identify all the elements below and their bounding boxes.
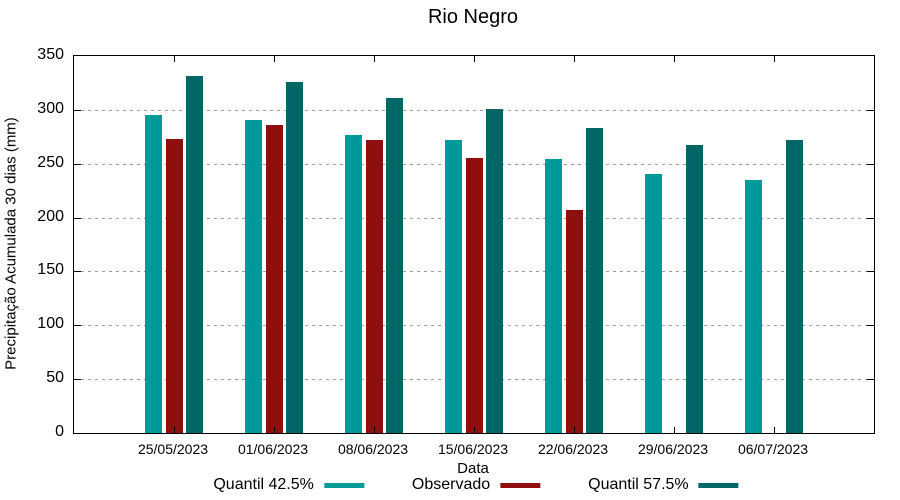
y-tick-mark <box>867 271 874 272</box>
x-tick-mark <box>274 56 275 62</box>
chart-bar <box>586 128 603 433</box>
chart-bar <box>445 140 462 433</box>
y-tick-label: 250 <box>37 153 64 171</box>
chart-bar <box>145 115 162 433</box>
y-tick-mark <box>74 325 81 326</box>
legend: Quantil 42.5% Observado Quantil 57.5% <box>213 476 739 494</box>
chart-bar <box>786 140 803 433</box>
y-tick-label: 300 <box>37 99 64 117</box>
x-tick-label: 15/06/2023 <box>437 441 509 457</box>
chart-title: Rio Negro <box>427 6 519 28</box>
x-tick-mark <box>674 427 675 433</box>
y-tick-mark <box>74 110 81 111</box>
y-axis-label: Precipitação Acumulada 30 dias (mm) <box>2 117 20 370</box>
y-tick-mark <box>867 164 874 165</box>
chart-bar <box>345 135 362 433</box>
x-tick-mark <box>474 56 475 62</box>
y-tick-mark <box>74 218 81 219</box>
y-tick-label: 100 <box>37 315 64 333</box>
y-tick-mark <box>74 164 81 165</box>
x-tick-label: 08/06/2023 <box>337 441 409 457</box>
x-tick-label: 22/06/2023 <box>537 441 609 457</box>
x-tick-mark <box>174 427 175 433</box>
x-tick-mark <box>374 427 375 433</box>
x-tick-mark <box>474 427 475 433</box>
y-tick-mark <box>867 379 874 380</box>
chart-bar <box>745 180 762 433</box>
x-tick-mark <box>674 56 675 62</box>
chart-bar <box>545 159 562 433</box>
chart-bar <box>286 82 303 433</box>
x-tick-mark <box>274 427 275 433</box>
x-tick-mark <box>774 56 775 62</box>
legend-item-quantil-425: Quantil 42.5% <box>213 476 364 494</box>
x-tick-mark <box>374 56 375 62</box>
y-tick-label: 350 <box>37 46 64 63</box>
y-tick-mark <box>74 271 81 272</box>
legend-swatch-quantil-575 <box>698 482 739 488</box>
x-tick-mark <box>574 56 575 62</box>
x-tick-label: 29/06/2023 <box>637 441 709 457</box>
x-tick-label: 25/05/2023 <box>137 441 209 457</box>
y-tick-label: 0 <box>55 423 64 440</box>
chart-bar <box>466 158 483 433</box>
legend-label: Quantil 57.5% <box>588 476 689 493</box>
x-tick-label: 06/07/2023 <box>737 441 809 457</box>
chart-bar <box>366 140 383 433</box>
legend-swatch-observado <box>500 482 541 488</box>
y-tick-label: 50 <box>46 369 64 387</box>
y-tick-mark <box>867 218 874 219</box>
x-tick-mark <box>174 56 175 62</box>
plot-area <box>73 55 875 434</box>
chart-bar <box>686 145 703 433</box>
gridline <box>74 110 874 111</box>
y-tick-mark <box>867 325 874 326</box>
x-tick-mark <box>774 427 775 433</box>
chart-bar <box>645 174 662 433</box>
legend-label: Quantil 42.5% <box>213 476 314 493</box>
legend-swatch-quantil-425 <box>323 482 364 488</box>
x-tick-mark <box>574 427 575 433</box>
y-tick-label: 150 <box>37 261 64 279</box>
x-tick-label: 01/06/2023 <box>237 441 309 457</box>
legend-item-quantil-575: Quantil 57.5% <box>588 476 739 494</box>
legend-label: Observado <box>411 476 491 493</box>
chart-bar <box>186 76 203 433</box>
x-axis-label: Data <box>457 460 489 477</box>
chart-bar <box>486 109 503 433</box>
chart-bar <box>566 210 583 433</box>
chart-bar <box>245 120 262 433</box>
chart-bar <box>386 98 403 433</box>
y-tick-label: 200 <box>37 207 64 225</box>
y-tick-mark <box>74 379 81 380</box>
legend-item-observado: Observado <box>411 476 541 494</box>
y-tick-mark <box>867 110 874 111</box>
chart-bar <box>166 139 183 433</box>
chart-bar <box>266 125 283 433</box>
